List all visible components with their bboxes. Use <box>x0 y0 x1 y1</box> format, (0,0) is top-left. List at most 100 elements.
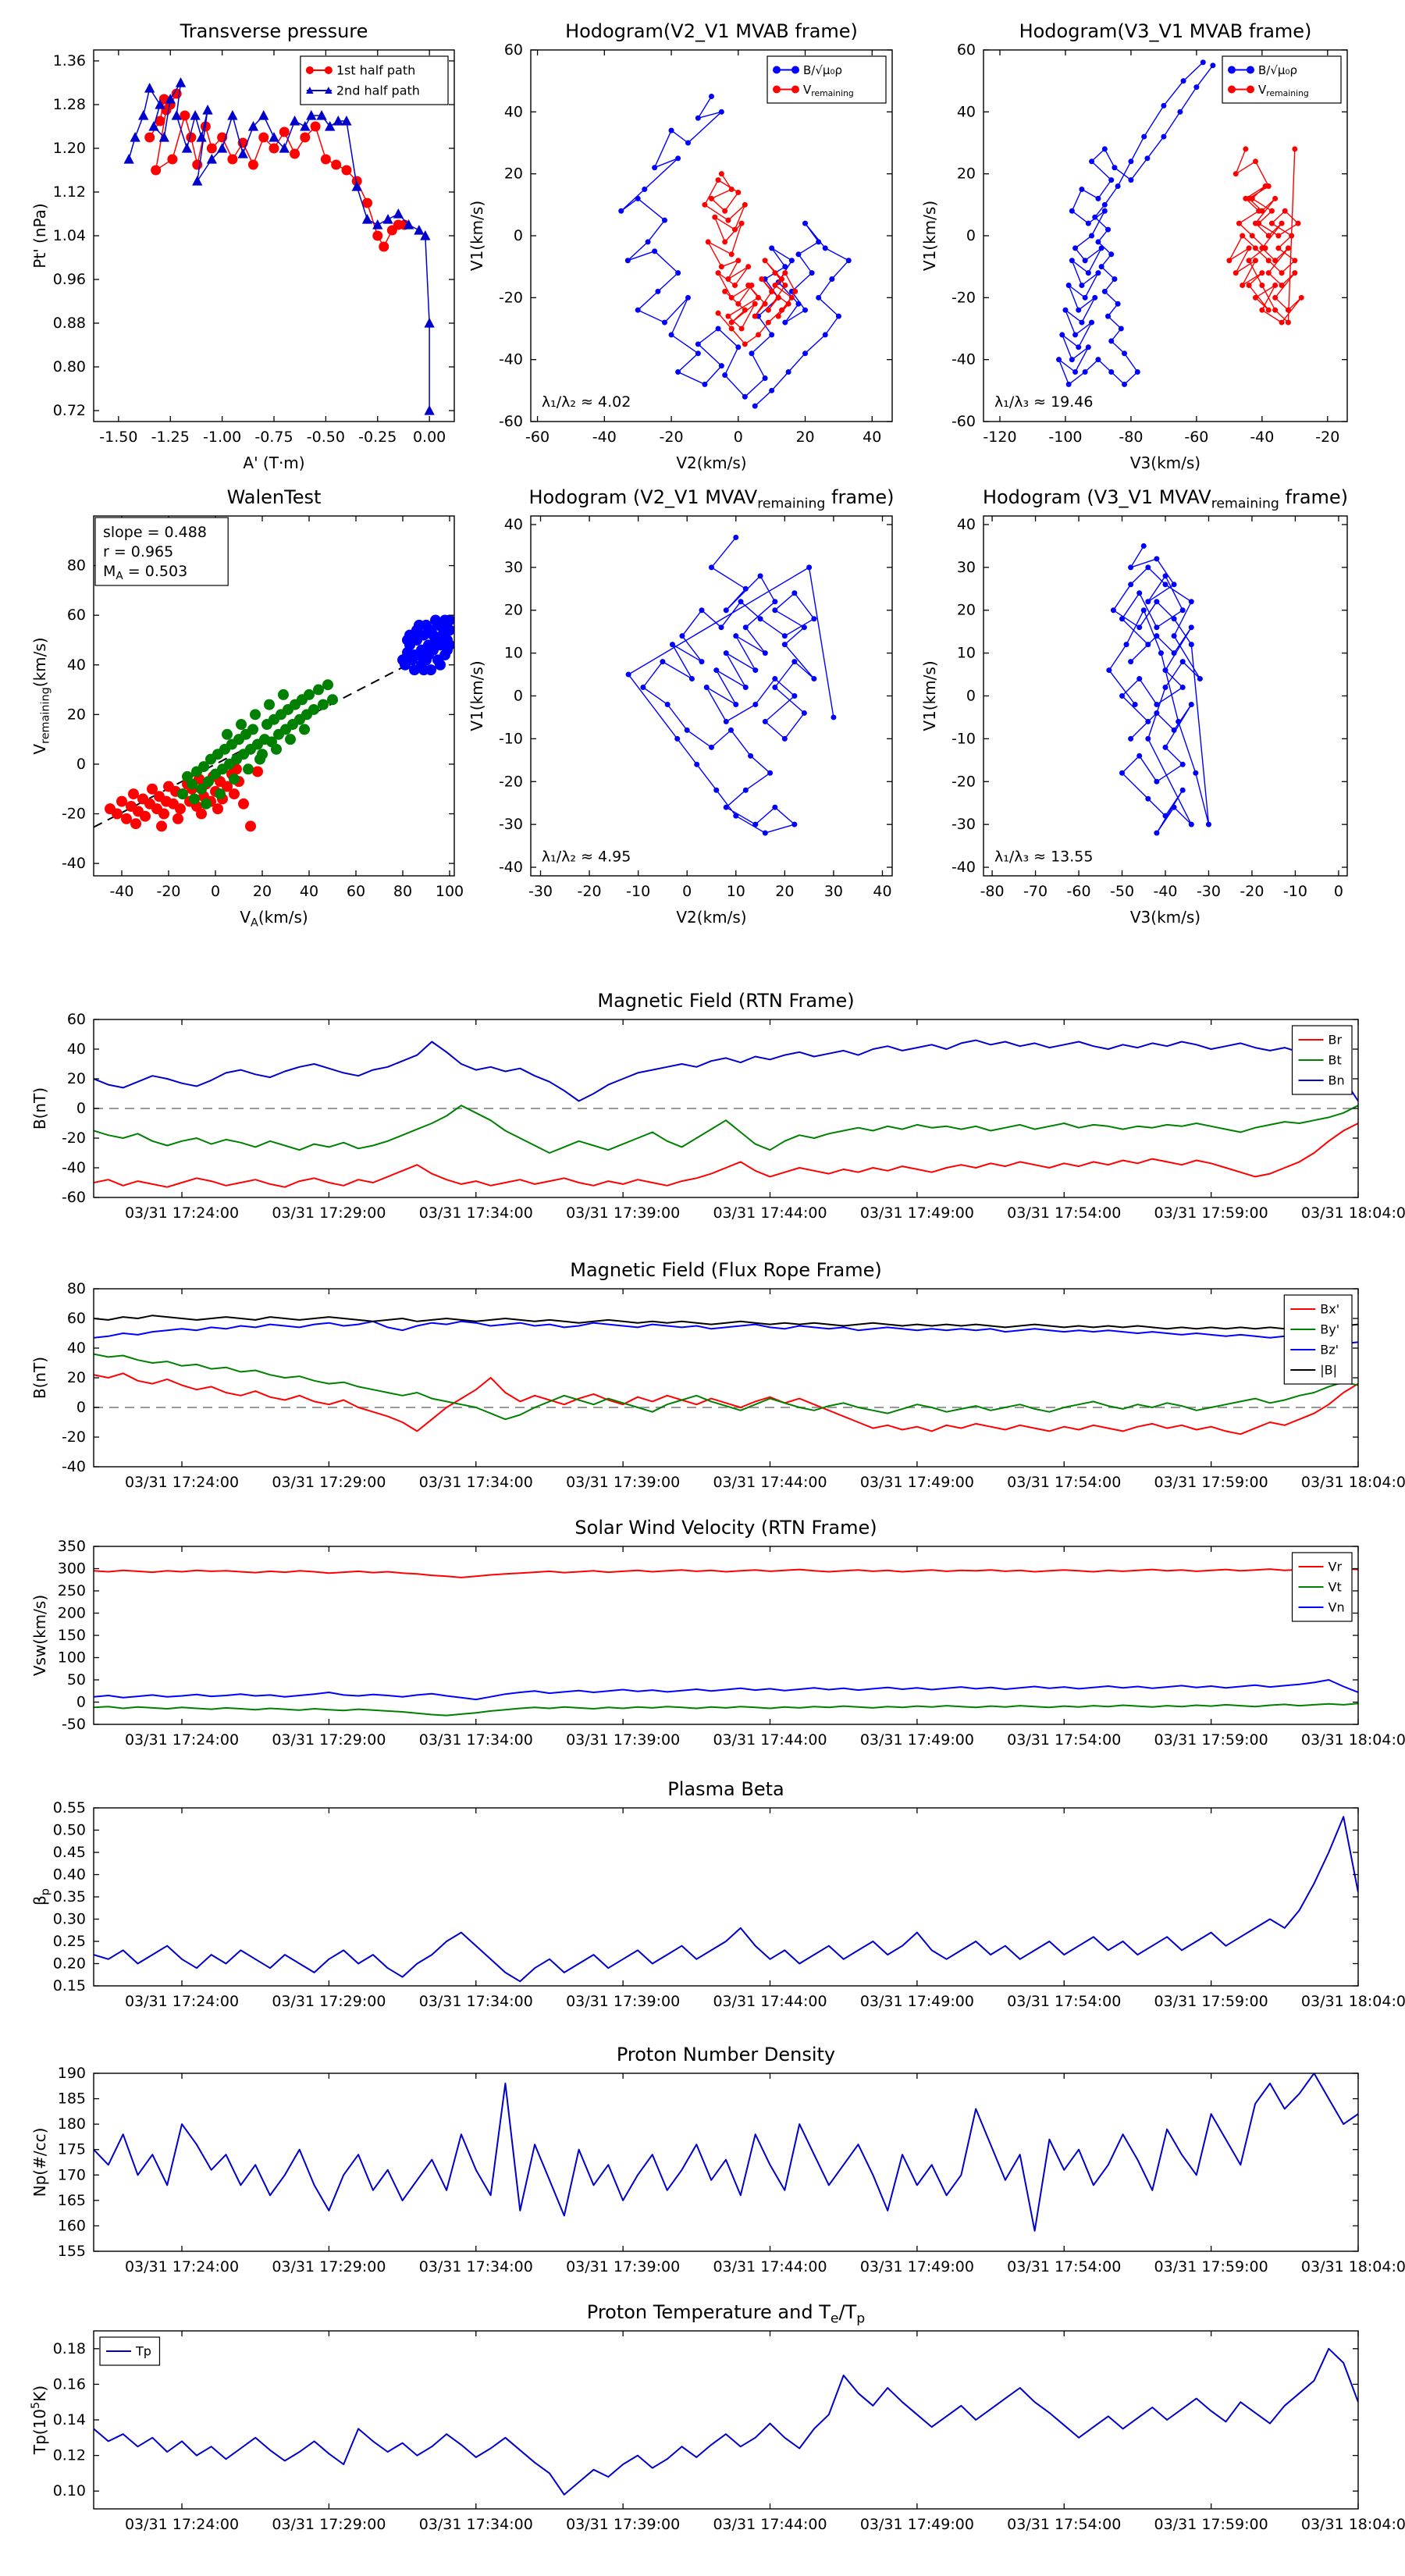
y-tick-label: 1.20 <box>53 140 86 157</box>
y-tick-label: 20 <box>957 165 976 183</box>
data-point <box>640 685 646 691</box>
panel-hodogram-v2v1-mvav: Hodogram (V2_V1 MVAVremaining frame) -30-… <box>468 480 937 952</box>
x-tick-label: 03/31 17:24:00 <box>125 1474 239 1491</box>
x-tick-label: 03/31 17:44:00 <box>713 1993 827 2010</box>
data-point <box>1193 770 1199 776</box>
data-point <box>430 614 441 626</box>
y-tick-label: 0 <box>76 1100 86 1117</box>
data-point <box>822 245 828 251</box>
x-tick-label: 03/31 18:04:00 <box>1301 2516 1405 2533</box>
x-tick-label: 03/31 17:34:00 <box>419 2516 533 2533</box>
data-point <box>1095 270 1101 276</box>
data-point <box>285 734 296 745</box>
data-point <box>1145 564 1151 571</box>
data-point <box>802 350 809 357</box>
data-point <box>1059 332 1065 338</box>
data-point <box>318 699 329 710</box>
data-point <box>712 214 718 220</box>
data-point <box>831 714 837 720</box>
data-point <box>723 804 729 810</box>
x-tick-label: 03/31 17:59:00 <box>1154 1204 1268 1222</box>
legend-box <box>767 55 887 104</box>
data-point <box>258 110 269 120</box>
series-bt <box>94 1105 1358 1154</box>
series-bx <box>94 1372 1358 1436</box>
data-point <box>316 110 327 120</box>
data-point <box>1145 599 1151 605</box>
data-point <box>642 187 648 192</box>
series-vt <box>94 1703 1358 1717</box>
data-point <box>752 701 759 707</box>
data-point <box>773 85 781 94</box>
data-point <box>300 132 311 143</box>
data-point <box>1106 667 1112 674</box>
data-point <box>668 332 674 338</box>
data-point <box>769 332 775 338</box>
data-point <box>1279 270 1285 276</box>
data-point <box>782 282 788 288</box>
data-point <box>1285 307 1291 313</box>
data-point <box>324 66 333 74</box>
data-point <box>1252 258 1258 264</box>
data-point <box>196 132 207 142</box>
panel-title: Transverse pressure <box>180 20 368 42</box>
data-point <box>236 719 247 731</box>
x-tick-label: 03/31 17:24:00 <box>125 1204 239 1222</box>
data-point <box>1154 624 1160 631</box>
stats-line: MA = 0.503 <box>103 563 187 582</box>
data-point <box>782 270 788 276</box>
y-tick-label: 20 <box>504 165 523 183</box>
data-point <box>1262 245 1268 251</box>
x-tick-label: 03/31 17:24:00 <box>125 2516 239 2533</box>
data-point <box>177 788 188 800</box>
data-point <box>1154 556 1160 562</box>
data-point <box>1118 326 1124 332</box>
axes-frame <box>93 1807 1359 1987</box>
data-point <box>333 116 343 126</box>
data-point <box>1246 282 1252 288</box>
y-tick-label: 20 <box>504 602 523 619</box>
data-point <box>1140 607 1147 614</box>
data-point <box>625 671 631 678</box>
y-tick-label: 0 <box>966 227 976 244</box>
data-point <box>715 270 721 276</box>
data-point <box>414 225 425 235</box>
x-tick-label: 03/31 17:59:00 <box>1154 2516 1268 2533</box>
data-point <box>759 276 765 283</box>
data-point <box>1128 735 1134 742</box>
data-point <box>1136 753 1143 759</box>
data-point <box>733 534 739 540</box>
x-tick-label: 03/31 17:54:00 <box>1007 1731 1121 1749</box>
y-tick-label: 10 <box>957 645 976 662</box>
data-point <box>361 214 373 224</box>
data-point <box>735 301 742 307</box>
data-point <box>1098 264 1104 270</box>
data-point <box>196 808 207 820</box>
x-tick-label: 03/31 17:39:00 <box>566 2516 680 2533</box>
data-point <box>679 633 685 639</box>
data-point <box>1108 338 1115 344</box>
data-point <box>1285 245 1291 251</box>
x-tick-label: 03/31 17:44:00 <box>713 2258 827 2275</box>
data-point <box>791 85 799 94</box>
data-point <box>668 127 674 133</box>
data-point <box>1089 158 1095 165</box>
y-tick-label: 0.88 <box>53 315 86 332</box>
data-point <box>1265 307 1272 313</box>
data-point <box>733 633 739 639</box>
legend-label: By' <box>1320 1322 1339 1337</box>
legend-label: Vremaining <box>803 83 854 98</box>
data-point <box>341 165 352 176</box>
panel-proton-density: Proton Number Density 03/31 17:24:00 03/31… <box>0 2022 1405 2279</box>
data-point <box>1226 258 1232 264</box>
data-point <box>1154 830 1160 836</box>
axes-frame <box>93 49 455 422</box>
data-point <box>158 132 169 142</box>
x-tick-label: 03/31 17:34:00 <box>419 1474 533 1491</box>
chart-svg: Solar Wind Velocity (RTN Frame) 03/31 17:… <box>30 1517 1405 1749</box>
data-point <box>156 820 167 832</box>
data-point <box>372 219 383 229</box>
x-axis-label: V3(km/s) <box>1130 908 1200 927</box>
data-point <box>742 624 749 631</box>
data-point <box>772 804 778 810</box>
